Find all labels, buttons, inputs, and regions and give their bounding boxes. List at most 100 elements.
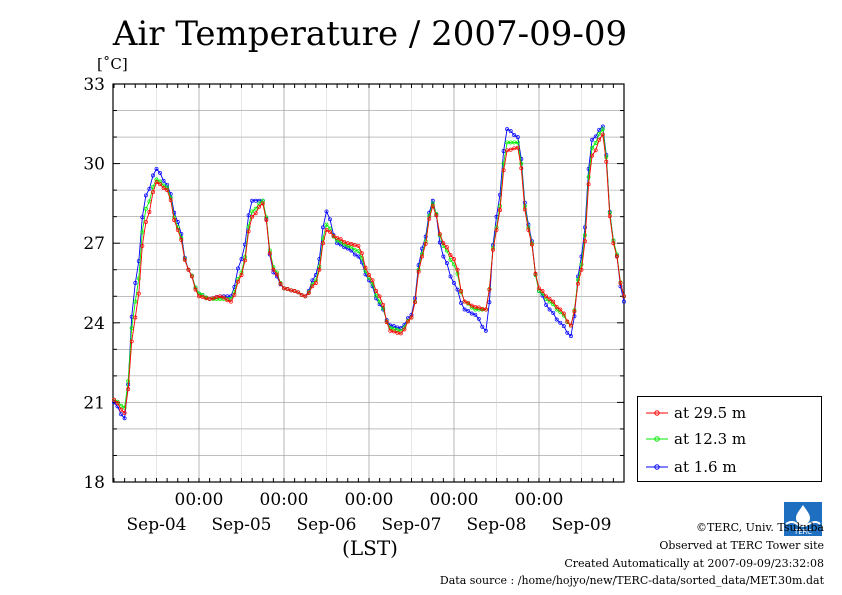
series-point xyxy=(551,299,556,304)
series-point xyxy=(147,210,152,214)
series-point xyxy=(540,289,545,293)
series-point xyxy=(165,188,170,193)
legend-item-29-5m: at 29.5 m xyxy=(646,403,746,423)
series-point xyxy=(367,273,371,277)
series-point xyxy=(214,294,219,299)
series-point xyxy=(469,311,474,316)
series-point xyxy=(466,308,471,313)
series-point xyxy=(519,161,524,166)
series-point xyxy=(133,315,138,320)
chart-title: Air Temperature / 2007-09-09 xyxy=(112,14,628,54)
series-point xyxy=(395,330,400,335)
series-point xyxy=(374,293,379,298)
series-point xyxy=(321,241,325,246)
series-line-1 xyxy=(113,127,625,409)
footer-copyright: ©TERC, Univ. Tsukuba xyxy=(695,521,824,534)
series-point xyxy=(112,400,116,405)
series-point xyxy=(547,299,552,304)
series-point xyxy=(597,127,602,132)
series-point xyxy=(225,298,230,303)
series-point xyxy=(161,183,166,188)
series-point xyxy=(583,239,587,244)
x-tick-date-label: Sep-05 xyxy=(212,515,272,535)
series-point xyxy=(225,294,230,299)
series-point xyxy=(165,185,170,190)
series-point xyxy=(395,328,400,333)
series-point xyxy=(473,312,478,317)
series-point xyxy=(515,135,520,140)
series-point xyxy=(165,182,170,187)
series-point xyxy=(126,379,131,384)
footer-created: Created Automatically at 2007-09-09/23:3… xyxy=(564,557,824,570)
series-point xyxy=(119,412,124,417)
series-point xyxy=(558,310,563,315)
series-point xyxy=(611,241,616,246)
series-point xyxy=(600,127,605,132)
series-point xyxy=(519,166,524,171)
series-point xyxy=(324,227,329,232)
x-tick-date-label: Sep-08 xyxy=(467,515,527,535)
series-point xyxy=(600,124,605,129)
x-tick-time-label: 00:00 xyxy=(175,490,224,510)
series-point xyxy=(253,211,258,216)
legend-marker-blue xyxy=(646,464,668,470)
series-point xyxy=(452,281,456,285)
series-point xyxy=(292,289,297,293)
series-point xyxy=(285,287,290,291)
series-point xyxy=(335,238,340,243)
y-tick-label: 30 xyxy=(83,155,105,175)
series-point xyxy=(352,247,357,252)
series-point xyxy=(204,296,209,301)
series-point xyxy=(498,208,502,212)
series-point xyxy=(122,405,127,410)
series-point xyxy=(179,237,184,242)
series-point xyxy=(147,186,152,191)
series-point xyxy=(239,257,244,262)
series-point xyxy=(151,190,155,195)
series-point xyxy=(459,289,464,293)
series-point xyxy=(505,127,510,132)
series-point xyxy=(236,279,240,284)
series-point xyxy=(250,209,255,214)
series-point xyxy=(303,294,308,299)
x-tick-date-label: Sep-06 xyxy=(297,515,357,535)
series-point xyxy=(200,294,205,299)
series-point xyxy=(381,302,386,307)
series-point xyxy=(508,147,513,152)
series-point xyxy=(211,296,216,301)
series-point xyxy=(480,324,485,329)
series-point xyxy=(186,267,191,272)
series-point xyxy=(455,287,460,292)
series-point xyxy=(391,329,396,334)
series-point xyxy=(356,249,361,254)
terc-logo: TERC xyxy=(784,502,822,536)
series-point xyxy=(593,148,598,153)
series-point xyxy=(342,242,347,247)
series-point xyxy=(136,291,141,296)
series-point xyxy=(260,201,265,206)
legend-item-1-6m: at 1.6 m xyxy=(646,457,737,477)
series-point xyxy=(434,213,439,218)
series-point xyxy=(622,294,626,299)
series-point xyxy=(576,277,580,282)
series-point xyxy=(586,182,591,187)
series-point xyxy=(193,287,198,292)
series-point xyxy=(487,287,492,292)
series-point xyxy=(356,254,361,259)
series-point xyxy=(136,276,141,281)
series-point xyxy=(221,295,226,300)
series-point xyxy=(512,146,517,151)
series-point xyxy=(328,229,332,234)
legend: at 29.5 m at 12.3 m at 1.6 m xyxy=(637,396,822,482)
series-point xyxy=(359,251,364,256)
series-point xyxy=(508,129,513,134)
legend-label: at 29.5 m xyxy=(674,404,747,422)
series-point xyxy=(345,246,350,251)
series-point xyxy=(572,309,577,314)
series-point xyxy=(444,245,449,250)
series-point xyxy=(430,204,435,209)
series-point xyxy=(299,292,304,297)
series-point xyxy=(469,303,474,308)
y-tick-label: 24 xyxy=(83,314,105,334)
